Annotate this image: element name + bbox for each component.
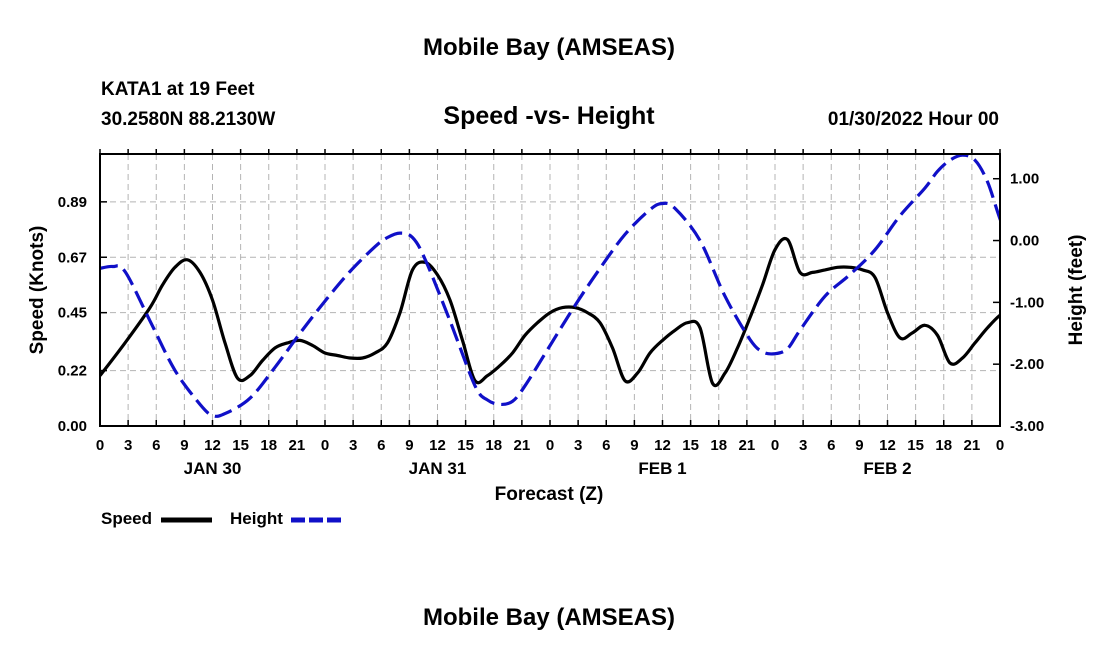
date-label: FEB 2 — [863, 459, 911, 478]
x-tick-label: 9 — [405, 437, 413, 454]
y-left-tick-label: 0.67 — [58, 249, 87, 266]
x-tick-label: 15 — [457, 437, 474, 454]
y-right-tick-label: -3.00 — [1010, 418, 1044, 435]
y-left-tick-label: 0.22 — [58, 363, 87, 380]
page-title-repeat: Mobile Bay (AMSEAS) — [423, 604, 675, 631]
x-tick-label: 21 — [514, 437, 531, 454]
series-line-height — [100, 154, 1000, 418]
y-left-tick-label: 0.89 — [58, 194, 87, 211]
page-title: Mobile Bay (AMSEAS) — [423, 34, 675, 61]
x-tick-label: 18 — [710, 437, 727, 454]
y-left-tick-label: 0.00 — [58, 418, 87, 435]
right-axis-label: Height (feet) — [1066, 235, 1087, 346]
axis-ticks: 0 3 6 9 12 15 18 21 0 3 6 9 12 15 18 21 0 3 6 9 12 15 18 21 0 3 6 9… — [58, 149, 1044, 478]
date-label: JAN 30 — [184, 459, 242, 478]
x-tick-label: 3 — [799, 437, 807, 454]
x-tick-label: 3 — [574, 437, 582, 454]
series-line-speed — [100, 236, 1000, 388]
station-name: KATA1 at 19 Feet — [101, 79, 255, 100]
x-tick-label: 15 — [682, 437, 699, 454]
y-right-tick-label: 1.00 — [1010, 171, 1039, 188]
x-tick-label: 21 — [964, 437, 981, 454]
x-tick-label: 15 — [232, 437, 249, 454]
x-tick-label: 6 — [602, 437, 610, 454]
x-tick-label: 0 — [996, 437, 1004, 454]
issued-timestamp: 01/30/2022 Hour 00 — [828, 109, 999, 130]
x-tick-label: 6 — [377, 437, 385, 454]
y-right-tick-label: 0.00 — [1010, 233, 1039, 250]
legend-speed-label: Speed — [101, 509, 152, 528]
x-tick-label: 3 — [124, 437, 132, 454]
x-tick-label: 3 — [349, 437, 357, 454]
x-tick-label: 12 — [429, 437, 446, 454]
series-layer — [100, 154, 1000, 418]
x-tick-label: 15 — [907, 437, 924, 454]
x-tick-label: 21 — [289, 437, 306, 454]
y-right-tick-label: -2.00 — [1010, 356, 1044, 373]
x-tick-label: 0 — [321, 437, 329, 454]
date-label: JAN 31 — [409, 459, 467, 478]
grid-lines — [100, 154, 1000, 426]
date-label: FEB 1 — [638, 459, 686, 478]
legend: Speed Height — [101, 509, 342, 528]
x-tick-label: 12 — [204, 437, 221, 454]
station-coordinates: 30.2580N 88.2130W — [101, 109, 275, 130]
x-tick-label: 0 — [771, 437, 779, 454]
x-axis-label: Forecast (Z) — [495, 484, 604, 505]
x-tick-label: 12 — [879, 437, 896, 454]
chart-title: Speed -vs- Height — [443, 102, 655, 130]
x-tick-label: 18 — [935, 437, 952, 454]
x-tick-label: 9 — [855, 437, 863, 454]
x-tick-label: 9 — [630, 437, 638, 454]
x-tick-label: 0 — [546, 437, 554, 454]
x-tick-label: 6 — [152, 437, 160, 454]
x-tick-label: 9 — [180, 437, 188, 454]
x-tick-label: 6 — [827, 437, 835, 454]
x-tick-label: 0 — [96, 437, 104, 454]
y-left-tick-label: 0.45 — [58, 305, 87, 322]
x-tick-label: 21 — [739, 437, 756, 454]
x-tick-label: 12 — [654, 437, 671, 454]
x-tick-label: 18 — [485, 437, 502, 454]
x-tick-label: 18 — [260, 437, 277, 454]
left-axis-label: Speed (Knots) — [27, 226, 48, 355]
legend-height-label: Height — [230, 509, 283, 528]
y-right-tick-label: -1.00 — [1010, 294, 1044, 311]
